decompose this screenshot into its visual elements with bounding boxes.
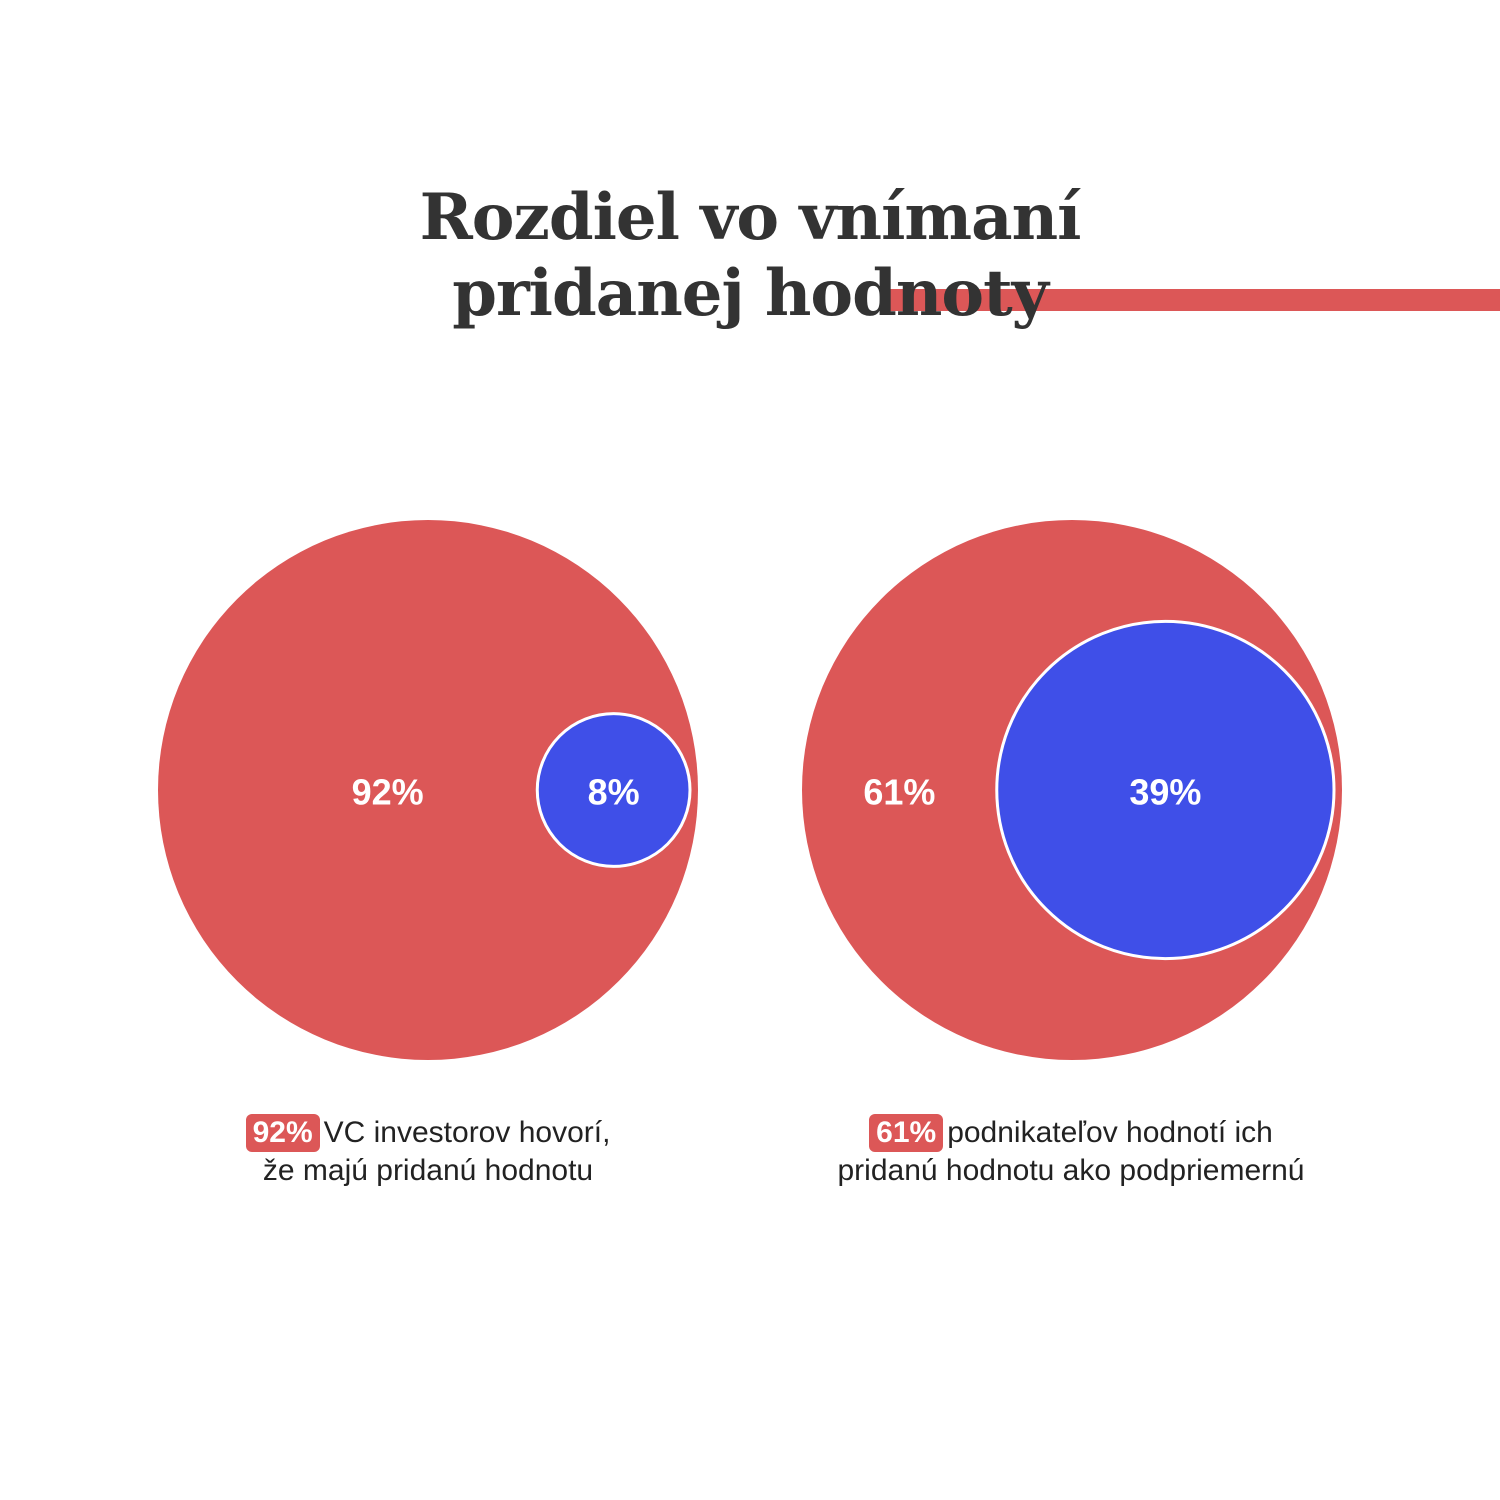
- bubble-chart-1: 92% 8%: [158, 520, 698, 1060]
- caption-left: 92% VC investorov hovorí, že majú pridanú…: [148, 1114, 708, 1190]
- bubble-1-outer-circle: [158, 520, 698, 1060]
- bubble-1-inner-circle: [535, 712, 692, 868]
- caption-right-text-2: pridanú hodnotu ako podpriemernú: [837, 1154, 1305, 1187]
- chart-title: Rozdiel vo vnímaní pridanej hodnoty: [0, 180, 1500, 332]
- bubble-chart-2: 61% 39%: [802, 520, 1342, 1060]
- caption-left-text-1: VC investorov hovorí,: [323, 1116, 611, 1149]
- bubble-2-inner-label: 39%: [1129, 772, 1201, 813]
- title-accent-bar: [886, 289, 1500, 311]
- title-line-2: pridanej hodnoty: [452, 256, 1049, 331]
- caption-left-text-2: že majú pridanú hodnotu: [262, 1154, 594, 1187]
- bubble-1-inner-label: 8%: [588, 772, 640, 813]
- caption-right-text-1: podnikateľov hodnotí ich: [947, 1116, 1273, 1149]
- bubble-1-outer-label: 92%: [352, 772, 424, 813]
- bubble-2-outer-label: 61%: [863, 772, 935, 813]
- title-line-1: Rozdiel vo vnímaní: [419, 180, 1082, 255]
- caption-right: 61% podnikateľov hodnotí ich pridanú hodn…: [791, 1114, 1351, 1190]
- bubble-2-inner-circle: [995, 619, 1336, 961]
- caption-right-badge: 61%: [869, 1114, 944, 1152]
- caption-left-badge: 92%: [245, 1114, 320, 1152]
